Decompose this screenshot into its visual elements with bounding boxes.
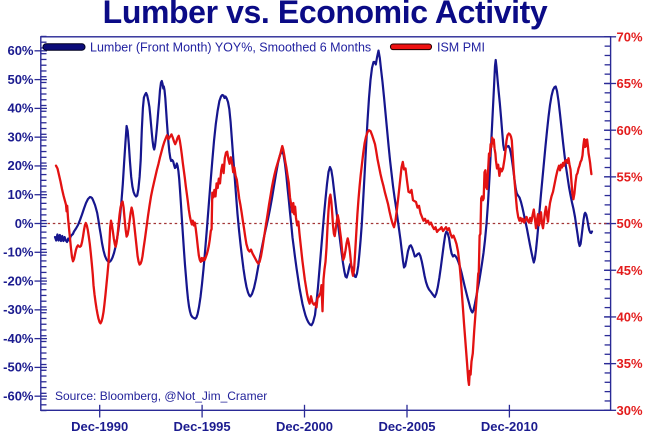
svg-text:Dec-2000: Dec-2000 bbox=[276, 419, 333, 434]
svg-text:35%: 35% bbox=[617, 356, 643, 371]
svg-text:ISM PMI: ISM PMI bbox=[437, 41, 485, 55]
svg-text:10%: 10% bbox=[7, 187, 33, 202]
svg-text:-20%: -20% bbox=[3, 273, 34, 288]
svg-text:50%: 50% bbox=[617, 216, 643, 231]
svg-text:55%: 55% bbox=[617, 170, 643, 185]
svg-text:Dec-2005: Dec-2005 bbox=[378, 419, 435, 434]
svg-text:30%: 30% bbox=[617, 403, 643, 418]
svg-text:65%: 65% bbox=[617, 76, 643, 91]
svg-text:60%: 60% bbox=[617, 123, 643, 138]
svg-text:Source: Bloomberg, @Not_Jim_Cr: Source: Bloomberg, @Not_Jim_Cramer bbox=[55, 389, 267, 403]
svg-text:70%: 70% bbox=[617, 29, 643, 44]
svg-text:40%: 40% bbox=[7, 101, 33, 116]
svg-text:-30%: -30% bbox=[3, 302, 34, 317]
svg-text:-50%: -50% bbox=[3, 360, 34, 375]
svg-text:45%: 45% bbox=[617, 263, 643, 278]
svg-text:50%: 50% bbox=[7, 72, 33, 87]
svg-text:Dec-2010: Dec-2010 bbox=[481, 419, 538, 434]
svg-text:20%: 20% bbox=[7, 158, 33, 173]
svg-text:Lumber vs. Economic Activity: Lumber vs. Economic Activity bbox=[103, 0, 548, 30]
svg-text:-10%: -10% bbox=[3, 245, 34, 260]
svg-text:Dec-1995: Dec-1995 bbox=[174, 419, 231, 434]
svg-text:0%: 0% bbox=[15, 216, 34, 231]
svg-text:30%: 30% bbox=[7, 130, 33, 145]
svg-text:40%: 40% bbox=[617, 310, 643, 325]
svg-text:-40%: -40% bbox=[3, 331, 34, 346]
svg-text:Dec-1990: Dec-1990 bbox=[71, 419, 128, 434]
svg-text:60%: 60% bbox=[7, 43, 33, 58]
svg-text:-60%: -60% bbox=[3, 389, 34, 404]
svg-text:Lumber (Front Month) YOY%, Smo: Lumber (Front Month) YOY%, Smoothed 6 Mo… bbox=[90, 41, 371, 55]
